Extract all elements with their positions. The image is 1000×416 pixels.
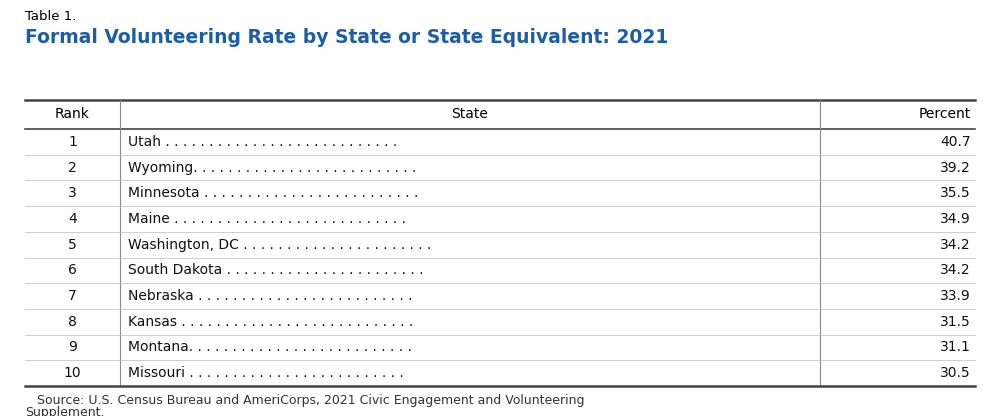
Text: 1: 1	[68, 135, 77, 149]
Text: 30.5: 30.5	[940, 366, 971, 380]
Text: Source: U.S. Census Bureau and AmeriCorps, 2021 Civic Engagement and Volunteerin: Source: U.S. Census Bureau and AmeriCorp…	[25, 394, 584, 407]
Text: Wyoming. . . . . . . . . . . . . . . . . . . . . . . . . .: Wyoming. . . . . . . . . . . . . . . . .…	[128, 161, 416, 175]
Text: 40.7: 40.7	[940, 135, 971, 149]
Text: 34.2: 34.2	[940, 263, 971, 277]
Text: Supplement.: Supplement.	[25, 406, 104, 416]
Text: Montana. . . . . . . . . . . . . . . . . . . . . . . . . .: Montana. . . . . . . . . . . . . . . . .…	[128, 340, 412, 354]
Text: Kansas . . . . . . . . . . . . . . . . . . . . . . . . . . .: Kansas . . . . . . . . . . . . . . . . .…	[128, 315, 413, 329]
Text: Formal Volunteering Rate by State or State Equivalent: 2021: Formal Volunteering Rate by State or Sta…	[25, 28, 668, 47]
Text: 34.9: 34.9	[940, 212, 971, 226]
Text: Percent: Percent	[919, 107, 971, 121]
Text: 7: 7	[68, 289, 77, 303]
Text: Nebraska . . . . . . . . . . . . . . . . . . . . . . . . .: Nebraska . . . . . . . . . . . . . . . .…	[128, 289, 413, 303]
Text: 33.9: 33.9	[940, 289, 971, 303]
Text: 39.2: 39.2	[940, 161, 971, 175]
Text: Washington, DC . . . . . . . . . . . . . . . . . . . . . .: Washington, DC . . . . . . . . . . . . .…	[128, 238, 431, 252]
Text: 6: 6	[68, 263, 77, 277]
Text: State: State	[452, 107, 488, 121]
Text: 10: 10	[64, 366, 81, 380]
Text: 34.2: 34.2	[940, 238, 971, 252]
Text: 31.1: 31.1	[940, 340, 971, 354]
Text: Minnesota . . . . . . . . . . . . . . . . . . . . . . . . .: Minnesota . . . . . . . . . . . . . . . …	[128, 186, 418, 200]
Text: 8: 8	[68, 315, 77, 329]
Text: Missouri . . . . . . . . . . . . . . . . . . . . . . . . .: Missouri . . . . . . . . . . . . . . . .…	[128, 366, 404, 380]
Text: Maine . . . . . . . . . . . . . . . . . . . . . . . . . . .: Maine . . . . . . . . . . . . . . . . . …	[128, 212, 406, 226]
Text: 9: 9	[68, 340, 77, 354]
Text: 35.5: 35.5	[940, 186, 971, 200]
Text: 31.5: 31.5	[940, 315, 971, 329]
Text: South Dakota . . . . . . . . . . . . . . . . . . . . . . .: South Dakota . . . . . . . . . . . . . .…	[128, 263, 424, 277]
Text: 2: 2	[68, 161, 77, 175]
Text: 4: 4	[68, 212, 77, 226]
Text: 5: 5	[68, 238, 77, 252]
Text: Rank: Rank	[55, 107, 90, 121]
Text: 3: 3	[68, 186, 77, 200]
Text: Table 1.: Table 1.	[25, 10, 76, 23]
Text: Utah . . . . . . . . . . . . . . . . . . . . . . . . . . .: Utah . . . . . . . . . . . . . . . . . .…	[128, 135, 397, 149]
